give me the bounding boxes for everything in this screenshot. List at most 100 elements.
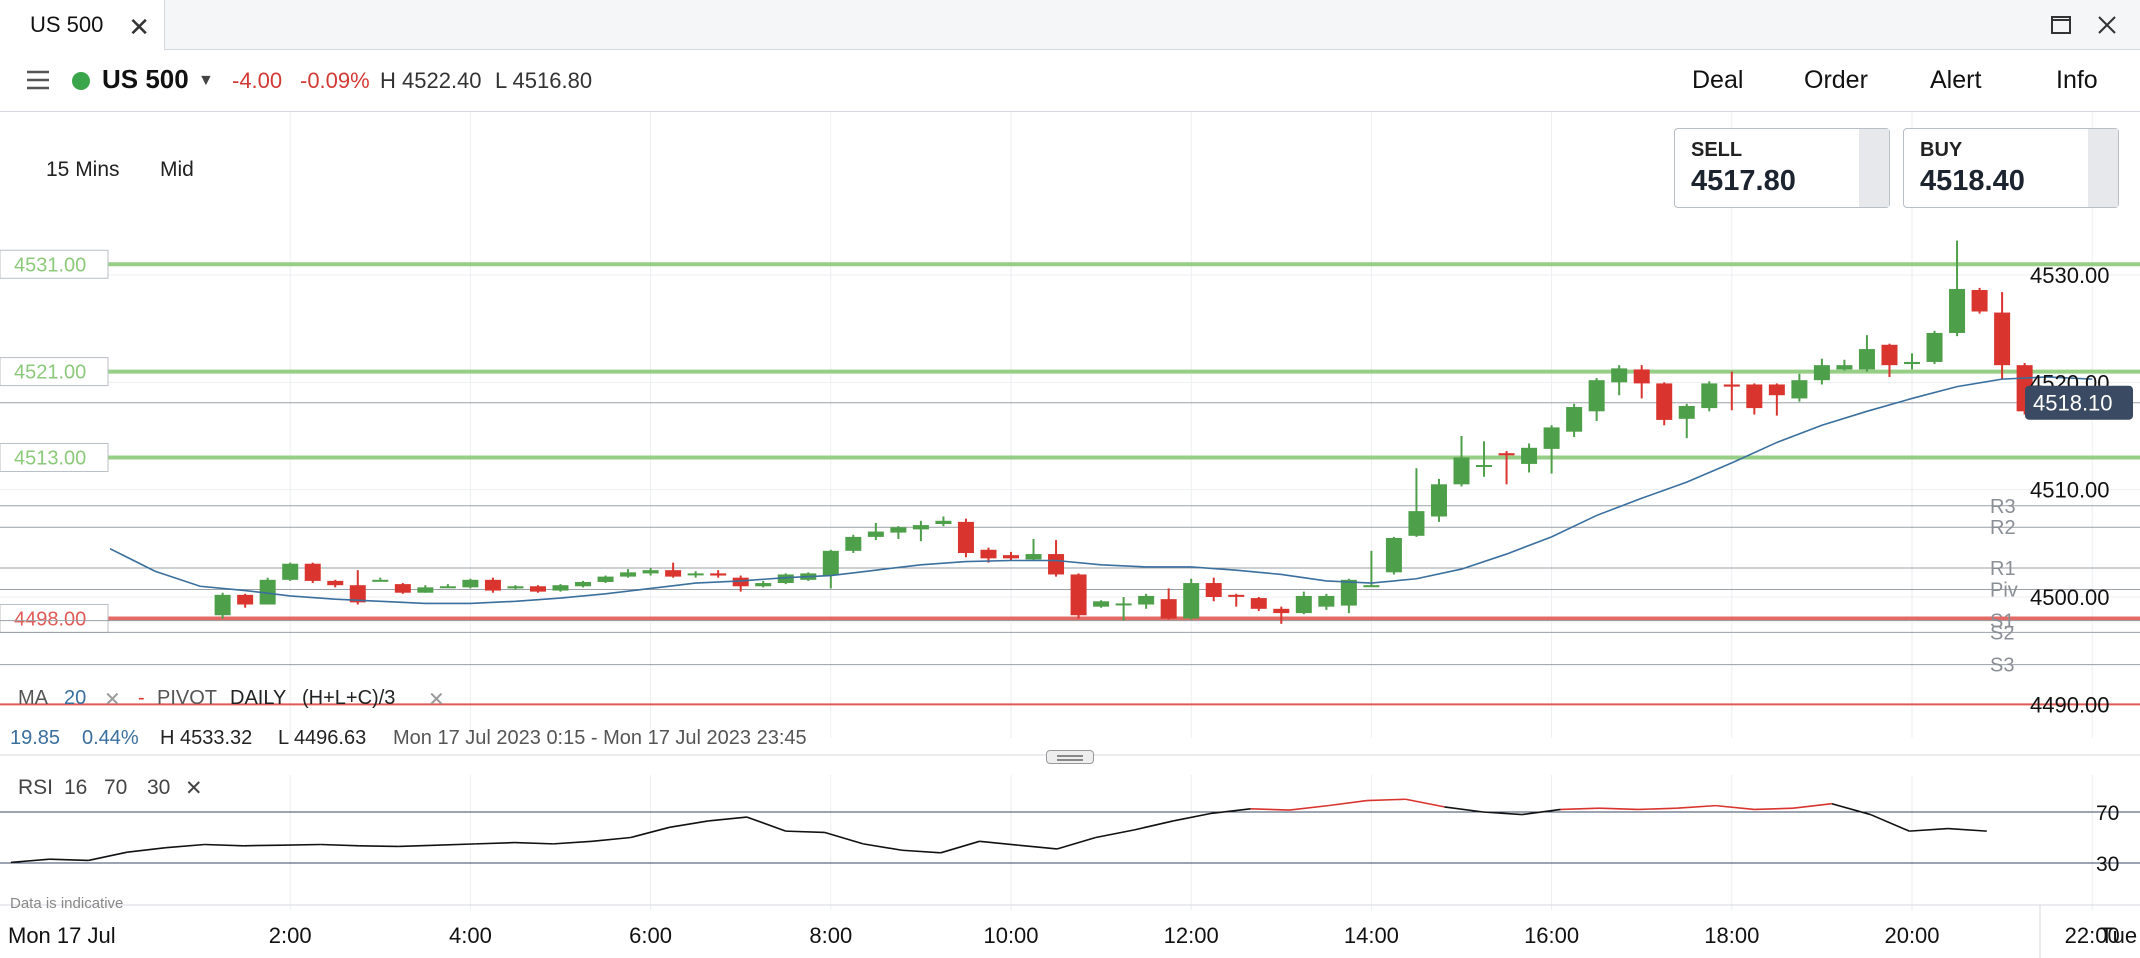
rsi-period[interactable]: 16 (64, 776, 88, 799)
candle-up[interactable] (777, 574, 794, 584)
candle-up[interactable] (755, 583, 772, 587)
nav-info[interactable]: Info (2056, 66, 2098, 94)
candle-up[interactable] (687, 573, 704, 576)
candle-down[interactable] (1250, 598, 1267, 609)
candle-down[interactable] (349, 585, 366, 603)
candle-up[interactable] (1926, 332, 1943, 362)
candle-up[interactable] (1183, 583, 1200, 619)
candle-up[interactable] (935, 520, 952, 525)
candle-up[interactable] (1543, 427, 1560, 449)
candle-down[interactable] (394, 584, 411, 593)
pivot-formula[interactable]: (H+L+C)/3 (302, 687, 396, 709)
alert-level-tag[interactable] (0, 603, 109, 633)
market-dropdown-icon[interactable]: ▼ (198, 72, 214, 89)
candle-up[interactable] (1340, 579, 1357, 606)
rsi-upper[interactable]: 70 (104, 776, 128, 799)
candle-down[interactable] (1070, 574, 1087, 616)
candle-up[interactable] (1678, 405, 1695, 419)
candle-down[interactable] (304, 563, 321, 581)
pane-resize-handle[interactable] (1046, 750, 1094, 764)
candle-down[interactable] (1746, 384, 1763, 409)
candle-down[interactable] (980, 549, 997, 559)
candle-up[interactable] (1476, 464, 1493, 467)
remove-rsi-icon[interactable]: ✕ (185, 777, 203, 800)
ma-label[interactable]: MA (18, 687, 48, 709)
candle-up[interactable] (575, 581, 592, 587)
candle-down[interactable] (327, 580, 344, 586)
nav-order[interactable]: Order (1804, 66, 1868, 94)
price-type-selector[interactable]: Mid (160, 158, 194, 181)
candle-up[interactable] (462, 579, 479, 588)
candle-up[interactable] (214, 594, 231, 616)
candle-down[interactable] (1633, 369, 1650, 384)
candle-up[interactable] (507, 586, 524, 589)
candle-up[interactable] (1813, 365, 1830, 381)
candle-up[interactable] (890, 527, 907, 533)
candle-up[interactable] (1430, 484, 1447, 517)
nav-alert[interactable]: Alert (1930, 66, 1982, 94)
candle-up[interactable] (1295, 595, 1312, 614)
candle-up[interactable] (1093, 601, 1110, 607)
candle-up[interactable] (1836, 365, 1853, 370)
candle-down[interactable] (1228, 594, 1245, 597)
candle-down[interactable] (237, 594, 254, 605)
rsi-lower[interactable]: 30 (147, 776, 171, 799)
close-window-icon[interactable] (2092, 10, 2122, 40)
candle-up[interactable] (1408, 511, 1425, 536)
maximize-icon[interactable] (2046, 10, 2076, 40)
candle-up[interactable] (439, 586, 456, 589)
candle-down[interactable] (1971, 290, 1988, 312)
buy-button[interactable]: BUY 4518.40 (1903, 128, 2119, 208)
candle-down[interactable] (529, 586, 546, 592)
candle-down[interactable] (1160, 599, 1177, 619)
candle-up[interactable] (552, 585, 569, 591)
candle-down[interactable] (1881, 344, 1898, 366)
candle-up[interactable] (822, 550, 839, 576)
candle-down[interactable] (484, 579, 501, 591)
tab-us500[interactable]: US 500 ✕ (0, 0, 165, 50)
candle-down[interactable] (1768, 384, 1785, 396)
ma-period[interactable]: 20 (64, 687, 87, 709)
candle-up[interactable] (912, 525, 929, 530)
candle-up[interactable] (282, 563, 299, 580)
candle-down[interactable] (1003, 555, 1019, 559)
pivot-period[interactable]: DAILY (230, 687, 287, 709)
candle-up[interactable] (1453, 457, 1470, 485)
candle-up[interactable] (1138, 595, 1155, 605)
candle-up[interactable] (642, 570, 659, 574)
candle-up[interactable] (1385, 537, 1402, 573)
candle-down[interactable] (1723, 384, 1740, 387)
close-tab-icon[interactable]: ✕ (128, 12, 150, 42)
hamburger-menu-icon[interactable] (26, 68, 50, 92)
candle-down[interactable] (1994, 312, 2011, 366)
candle-up[interactable] (1318, 595, 1335, 607)
candle-up[interactable] (1611, 368, 1628, 383)
alert-level-tag[interactable] (0, 249, 109, 279)
sell-button[interactable]: SELL 4517.80 (1674, 128, 1890, 208)
candle-up[interactable] (1566, 407, 1583, 432)
candle-down[interactable] (1205, 583, 1222, 597)
candle-down[interactable] (957, 521, 974, 553)
candle-up[interactable] (845, 536, 862, 551)
candle-up[interactable] (1025, 554, 1042, 560)
candle-up[interactable] (867, 531, 884, 537)
candle-down[interactable] (1498, 453, 1515, 456)
candle-down[interactable] (665, 570, 682, 577)
candle-up[interactable] (1791, 380, 1808, 399)
alert-level-tag[interactable] (0, 442, 109, 472)
candle-up[interactable] (1363, 585, 1380, 588)
candle-down[interactable] (1656, 383, 1673, 420)
candle-up[interactable] (1904, 361, 1920, 365)
remove-pivot-icon[interactable]: ✕ (428, 689, 445, 711)
candle-up[interactable] (1588, 380, 1605, 412)
candle-up[interactable] (1858, 349, 1875, 370)
candle-up[interactable] (1949, 288, 1966, 333)
candle-up[interactable] (372, 579, 389, 582)
rsi-label[interactable]: RSI (18, 776, 54, 799)
candle-up[interactable] (259, 579, 276, 605)
market-name[interactable]: US 500 (102, 64, 189, 94)
candle-down[interactable] (1048, 554, 1065, 575)
candle-up[interactable] (597, 576, 614, 582)
candle-down[interactable] (732, 577, 749, 587)
